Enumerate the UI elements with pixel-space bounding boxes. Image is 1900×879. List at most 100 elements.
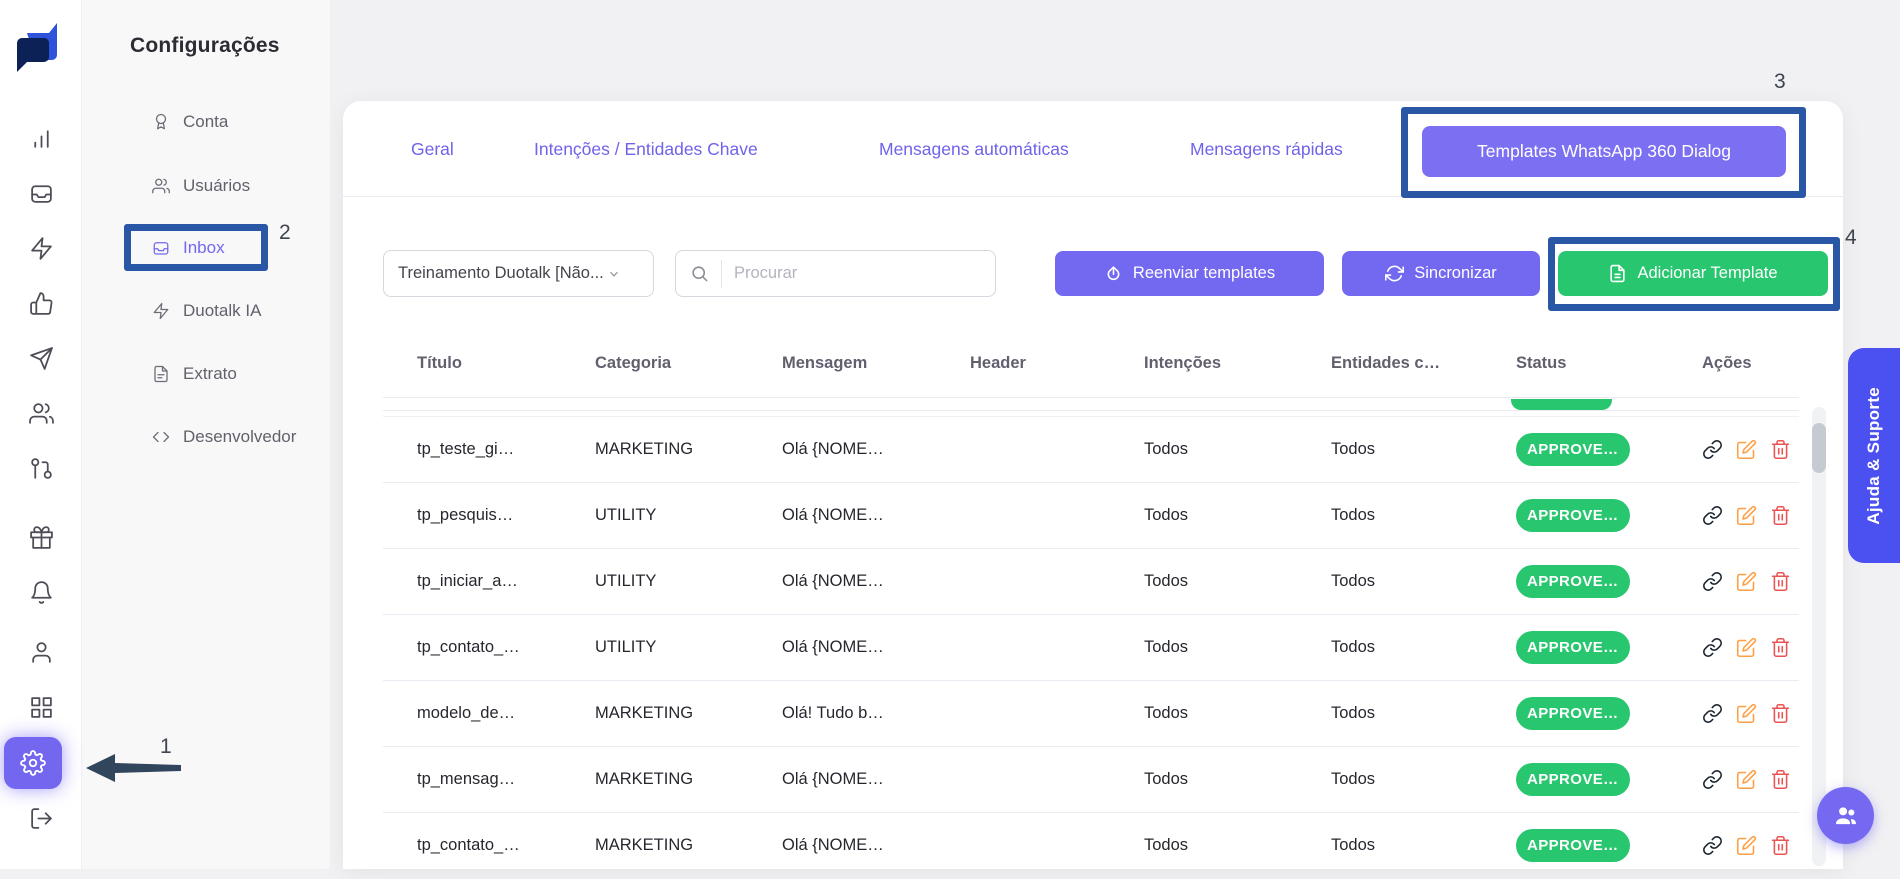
cell-titulo: tp_pesquis… [417,506,514,524]
annotation-number-1: 1 [160,735,172,758]
add-template-label: Adicionar Template [1637,264,1778,282]
chevron-down-icon [609,271,618,277]
automation-zap-icon[interactable] [0,236,82,261]
trash-icon[interactable] [1770,505,1791,526]
inbox-channel-select[interactable]: Treinamento Duotalk [Não... [383,250,654,297]
edit-icon[interactable] [1736,769,1757,790]
sync-label: Sincronizar [1414,264,1497,282]
table-row: tp_contato_… MARKETING Olá {NOME… Todos … [383,813,1799,879]
resend-templates-button[interactable]: Reenviar templates [1055,251,1324,296]
cell-titulo: modelo_de… [417,704,516,722]
contacts-fab-button[interactable] [1817,787,1874,844]
sidebar-item-desenvolvedor[interactable]: Desenvolvedor [152,421,296,453]
link-icon[interactable] [1702,571,1723,592]
tab-intencoes-entidades[interactable]: Intenções / Entidades Chave [534,138,758,159]
upload-circle-icon [1107,266,1120,281]
tab-mensagens-automaticas[interactable]: Mensagens automáticas [879,138,1069,159]
cell-intencoes: Todos [1144,836,1189,854]
cell-titulo: tp_iniciar_a… [417,572,518,590]
zap-icon [153,302,169,320]
link-icon[interactable] [1702,439,1723,460]
duotalk-logo[interactable] [13,21,61,77]
sync-button[interactable]: Sincronizar [1342,251,1540,296]
workflow-icon[interactable] [0,456,82,481]
cell-categoria: UTILITY [595,572,657,590]
col-titulo: Título [417,353,462,372]
help-support-tab[interactable]: Ajuda & Suporte [1848,348,1900,563]
sidebar-item-label: Usuários [183,176,251,195]
cell-categoria: MARKETING [595,704,694,722]
status-badge: APPROVE… [1516,499,1630,532]
settings-sidebar: Configurações Conta Usuários Inbox Duota… [82,0,413,869]
tab-geral[interactable]: Geral [411,138,454,159]
inbox-tray-icon[interactable] [0,181,82,206]
cell-acoes [1702,571,1799,592]
sidebar-item-usuarios[interactable]: Usuários [152,170,250,202]
gift-icon[interactable] [0,525,82,550]
col-categoria: Categoria [595,353,672,372]
tab-templates-whatsapp-active[interactable]: Templates WhatsApp 360 Dialog [1422,126,1786,177]
logout-icon[interactable] [0,806,82,831]
link-icon[interactable] [1702,505,1723,526]
annotation-number-2: 2 [279,221,291,244]
inbox-icon [153,242,169,255]
cell-categoria: UTILITY [595,506,657,524]
file-icon [1610,264,1626,283]
trash-icon[interactable] [1770,769,1791,790]
apps-grid-icon[interactable] [0,695,82,720]
sidebar-item-label: Inbox [183,238,225,257]
profile-user-icon[interactable] [0,640,82,665]
sidebar-item-duotalk-ia[interactable]: Duotalk IA [152,295,261,327]
table-scrollbar-thumb[interactable] [1812,423,1826,473]
edit-icon[interactable] [1736,439,1757,460]
trash-icon[interactable] [1770,439,1791,460]
edit-icon[interactable] [1736,835,1757,856]
table-header-row: Título Categoria Mensagem Header Intençõ… [383,329,1799,398]
search-divider [721,259,722,288]
link-icon[interactable] [1702,769,1723,790]
row-divider [383,416,1799,417]
cell-intencoes: Todos [1144,638,1189,656]
link-icon[interactable] [1702,835,1723,856]
sync-icon [1385,265,1405,282]
status-badge: APPROVE… [1516,829,1630,862]
trash-icon[interactable] [1770,637,1791,658]
page-title: Configurações [130,34,280,57]
cell-categoria: UTILITY [595,638,657,656]
channel-select-value: Treinamento Duotalk [Não... [398,264,604,282]
cell-categoria: MARKETING [595,836,694,854]
link-icon[interactable] [1702,703,1723,724]
contacts-users-icon[interactable] [0,401,82,426]
tab-mensagens-rapidas[interactable]: Mensagens rápidas [1190,138,1343,159]
cell-titulo: tp_teste_gi… [417,440,515,458]
sidebar-item-conta[interactable]: Conta [152,106,228,138]
sidebar-item-extrato[interactable]: Extrato [152,358,237,390]
notifications-bell-icon[interactable] [0,580,82,605]
cell-intencoes: Todos [1144,704,1189,722]
edit-icon[interactable] [1736,637,1757,658]
template-search [675,250,996,297]
cell-mensagem: Olá {NOME… [782,506,884,524]
award-icon [155,113,167,130]
cell-acoes [1702,439,1799,460]
send-icon[interactable] [0,346,82,371]
col-acoes: Ações [1702,353,1752,372]
resend-templates-label: Reenviar templates [1132,264,1276,282]
col-mensagem: Mensagem [782,353,868,372]
sidebar-item-inbox[interactable]: Inbox [152,232,225,264]
file-text-icon [154,365,168,383]
edit-icon[interactable] [1736,505,1757,526]
analytics-icon[interactable] [0,126,82,151]
trash-icon[interactable] [1770,703,1791,724]
cell-entidades: Todos [1331,704,1376,722]
search-input[interactable] [734,264,995,283]
table-scrollbar-track [1812,407,1826,866]
settings-gear-button[interactable] [4,737,62,789]
thumbs-up-icon[interactable] [0,291,82,316]
add-template-button[interactable]: Adicionar Template [1558,251,1828,296]
link-icon[interactable] [1702,637,1723,658]
edit-icon[interactable] [1736,703,1757,724]
trash-icon[interactable] [1770,571,1791,592]
edit-icon[interactable] [1736,571,1757,592]
trash-icon[interactable] [1770,835,1791,856]
